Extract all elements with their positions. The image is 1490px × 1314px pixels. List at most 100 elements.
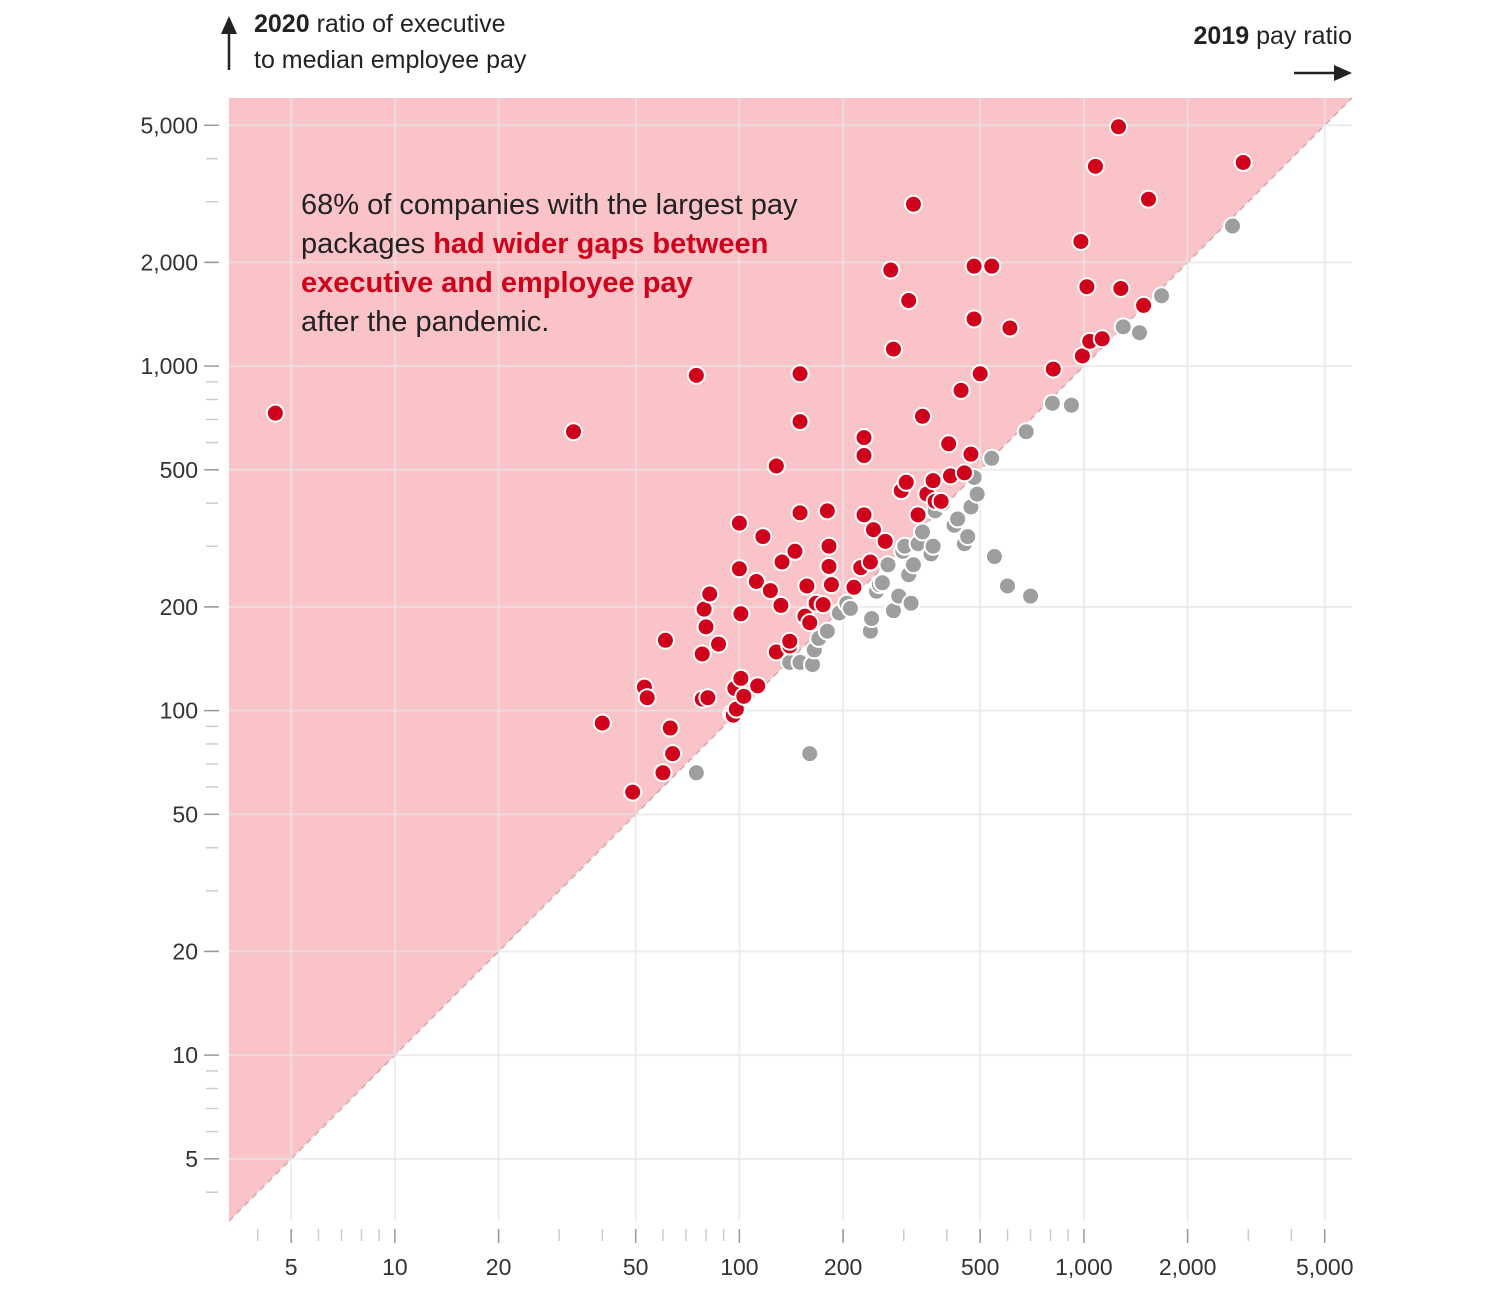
wider-gap-point [881,260,901,280]
narrower-gap-point [997,576,1017,596]
wider-gap-point [982,256,1002,276]
narrower-gap-point [1152,286,1172,306]
wider-gap-point [863,520,883,540]
wider-gap-point [908,505,928,525]
wider-gap-point [819,536,839,556]
wider-gap-point [663,744,683,764]
axes: 5 10 20 50 100 200 500 1,000 2,000 5,000 5 10 20 50 10… [140,112,1353,1280]
wider-gap-point [1108,117,1128,137]
x-tick-label: 50 [623,1254,649,1280]
narrower-gap-point [1113,317,1133,337]
narrower-gap-point [958,527,978,547]
x-axis-title-rest: pay ratio [1249,22,1352,50]
narrower-gap-point [967,484,987,504]
wider-gap-point [913,406,933,426]
wider-gap-point [1077,277,1097,297]
wider-gap-point [1072,346,1092,366]
x-tick-label: 500 [961,1254,999,1280]
wider-gap-point [931,491,951,511]
wider-gap-point [748,676,768,696]
wider-gap-point [854,446,874,466]
wider-gap-point [790,364,810,384]
wider-gap-point [692,644,712,664]
wider-gap-point [771,595,791,615]
y-axis-arrow-head [221,16,237,34]
wider-gap-point [844,577,864,597]
wider-gap-point [1139,189,1159,209]
narrower-gap-point [1061,395,1081,415]
wider-gap-point [709,634,729,654]
narrower-gap-point [1130,323,1150,343]
y-tick-label: 100 [160,698,198,724]
narrower-gap-point [686,763,706,783]
narrower-gap-point [1016,422,1036,442]
wider-gap-point [265,403,285,423]
y-tick-label: 20 [172,938,198,964]
x-tick-label: 5 [285,1254,298,1280]
y-tick-label: 1,000 [140,353,198,379]
wider-gap-point [875,531,895,551]
narrower-gap-point [1021,586,1041,606]
x-axis-title: 2019 pay ratio [1194,20,1352,52]
x-axis-title-year: 2019 [1193,22,1250,50]
wider-gap-point [564,422,584,442]
wider-gap-point [1092,329,1112,349]
wider-gap-point [899,291,919,311]
wider-gap-point [772,552,792,572]
narrower-gap-point [984,547,1004,567]
wider-gap-point [686,365,706,385]
x-tick-label: 20 [486,1254,512,1280]
narrower-gap-point [800,744,820,764]
narrower-gap-point [982,448,1002,468]
wider-gap-point [819,556,839,576]
y-axis-title: 2020 ratio of executive to median employ… [254,6,526,78]
wider-gap-point [592,713,612,733]
narrower-gap-point [872,573,892,593]
y-tick-label: 5 [185,1146,198,1172]
y-tick-label: 50 [172,801,198,827]
narrower-gap-point [862,609,882,629]
wider-gap-point [821,575,841,595]
wider-gap-point [896,472,916,492]
wider-gap-point [731,668,751,688]
wider-gap-point [623,782,643,802]
wider-gap-point [696,617,716,637]
data-points [265,117,1253,802]
narrower-gap-point [817,621,837,641]
x-tick-label: 2,000 [1159,1254,1217,1280]
wider-gap-point [653,763,673,783]
y-tick-label: 200 [160,594,198,620]
y-tick-label: 2,000 [140,249,198,275]
wider-gap-point [964,256,984,276]
y-axis-title-year: 2020 [254,10,310,38]
narrower-gap-point [913,522,933,542]
wider-gap-point [923,471,943,491]
wider-gap-point [860,552,880,572]
x-tick-label: 200 [824,1254,862,1280]
wider-gap-point [785,541,805,561]
narrower-gap-point [948,509,968,529]
y-tick-label: 500 [160,457,198,483]
y-axis-title-rest: ratio of executive [309,10,506,38]
wider-gap-point [817,501,837,521]
wider-gap-point [939,434,959,454]
axis-arrows [221,16,1352,81]
wider-gap-point [698,688,718,708]
wider-gap-point [655,630,675,650]
wider-gap-point [951,380,971,400]
gridlines [229,98,1352,1221]
x-tick-label: 5,000 [1296,1254,1354,1280]
wider-gap-point [729,559,749,579]
wider-gap-point [883,339,903,359]
wider-gap-point [766,456,786,476]
wider-gap-point [731,604,751,624]
narrower-gap-point [878,555,898,575]
narrower-gap-point [1042,393,1062,413]
narrower-gap-point [1223,216,1243,236]
x-tick-label: 10 [382,1254,408,1280]
narrower-gap-point [901,593,921,613]
wider-gap-point [1111,278,1131,298]
wider-gap-point [729,513,749,533]
y-tick-label: 10 [172,1042,198,1068]
